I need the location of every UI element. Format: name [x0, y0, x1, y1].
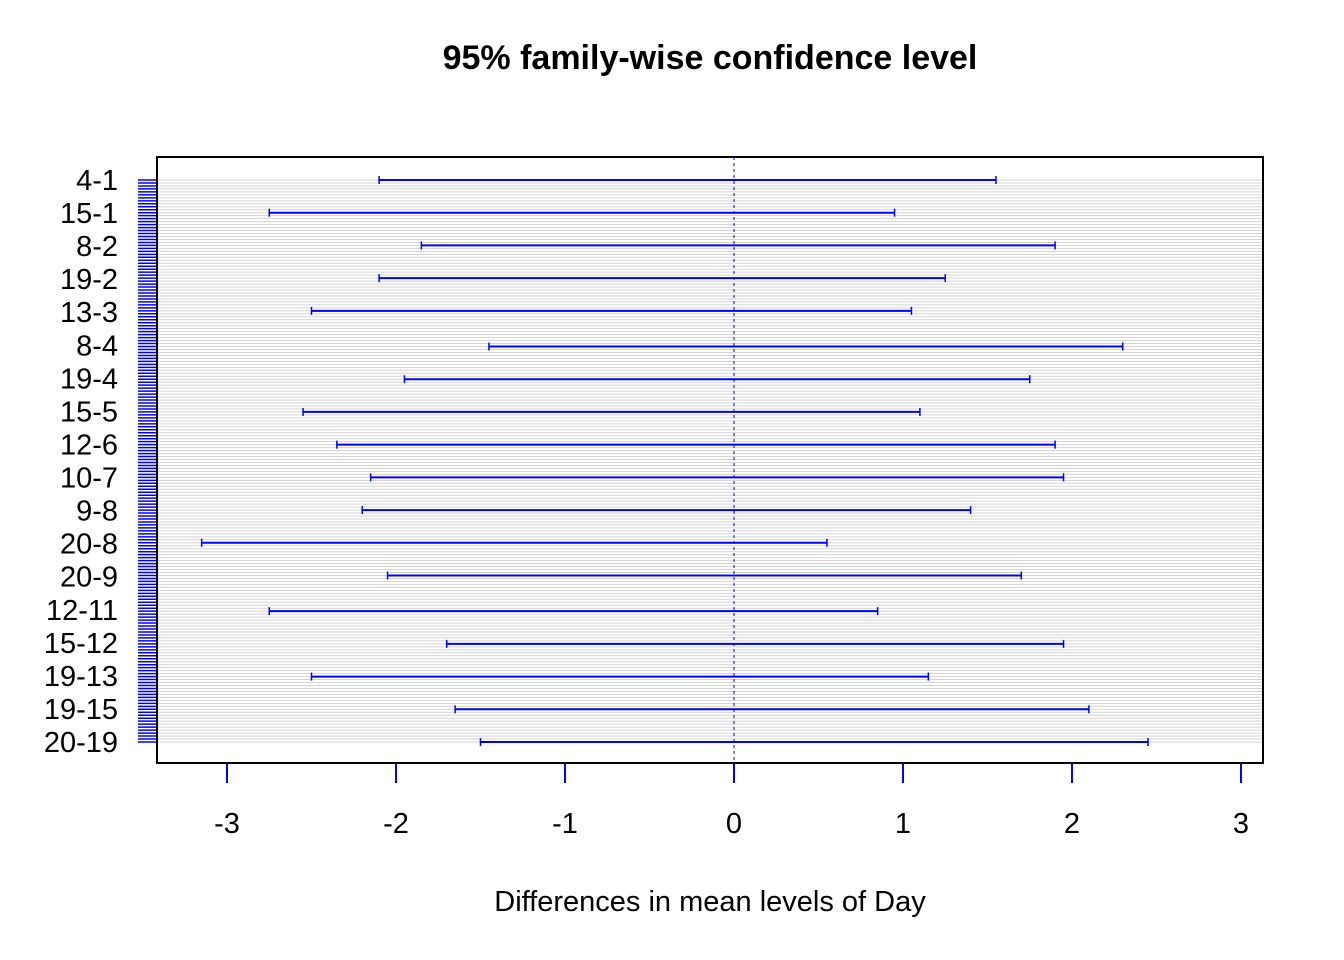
y-tick-label: 4-1: [76, 165, 118, 197]
y-tick-label: 8-4: [76, 330, 118, 362]
confidence-intervals: [200, 176, 1149, 746]
x-tick-label: 1: [895, 808, 911, 840]
y-tick-label: 12-11: [46, 595, 118, 627]
y-axis-labels: 4-115-18-219-213-38-419-415-512-610-79-8…: [44, 165, 118, 759]
y-tick-label: 15-5: [60, 396, 118, 428]
y-tick-label: 15-12: [44, 628, 118, 660]
x-tick-label: 2: [1064, 808, 1080, 840]
x-tick-label: 0: [726, 808, 742, 840]
y-tick-label: 19-15: [44, 694, 118, 726]
row-gridlines: [157, 179, 1263, 743]
y-tick-label: 19-2: [60, 264, 118, 296]
y-tick-label: 19-4: [60, 363, 118, 395]
chart-title: 95% family-wise confidence level: [443, 39, 978, 77]
plot-area: [138, 156, 1264, 764]
y-tick-label: 19-13: [44, 661, 118, 693]
y-tick-label: 20-19: [44, 727, 118, 759]
y-tick-label: 20-9: [60, 562, 118, 594]
y-tick-label: 20-8: [60, 529, 118, 561]
x-tick-label: -2: [383, 808, 409, 840]
x-axis-label: Differences in mean levels of Day: [494, 886, 926, 918]
y-tick-label: 13-3: [60, 297, 118, 329]
y-tick-label: 12-6: [60, 429, 118, 461]
y-tick-label: 9-8: [76, 496, 118, 528]
y-axis-ticks: [138, 179, 157, 743]
x-tick-label: 3: [1233, 808, 1249, 840]
plot-frame: [156, 156, 1264, 764]
x-tick-label: -1: [552, 808, 578, 840]
x-axis: -3 -2 -1 0 1 2 3: [214, 763, 1249, 840]
y-tick-label: 15-1: [60, 198, 118, 230]
x-tick-label: -3: [214, 808, 240, 840]
y-tick-label: 8-2: [76, 231, 118, 263]
y-tick-label: 10-7: [60, 463, 118, 495]
